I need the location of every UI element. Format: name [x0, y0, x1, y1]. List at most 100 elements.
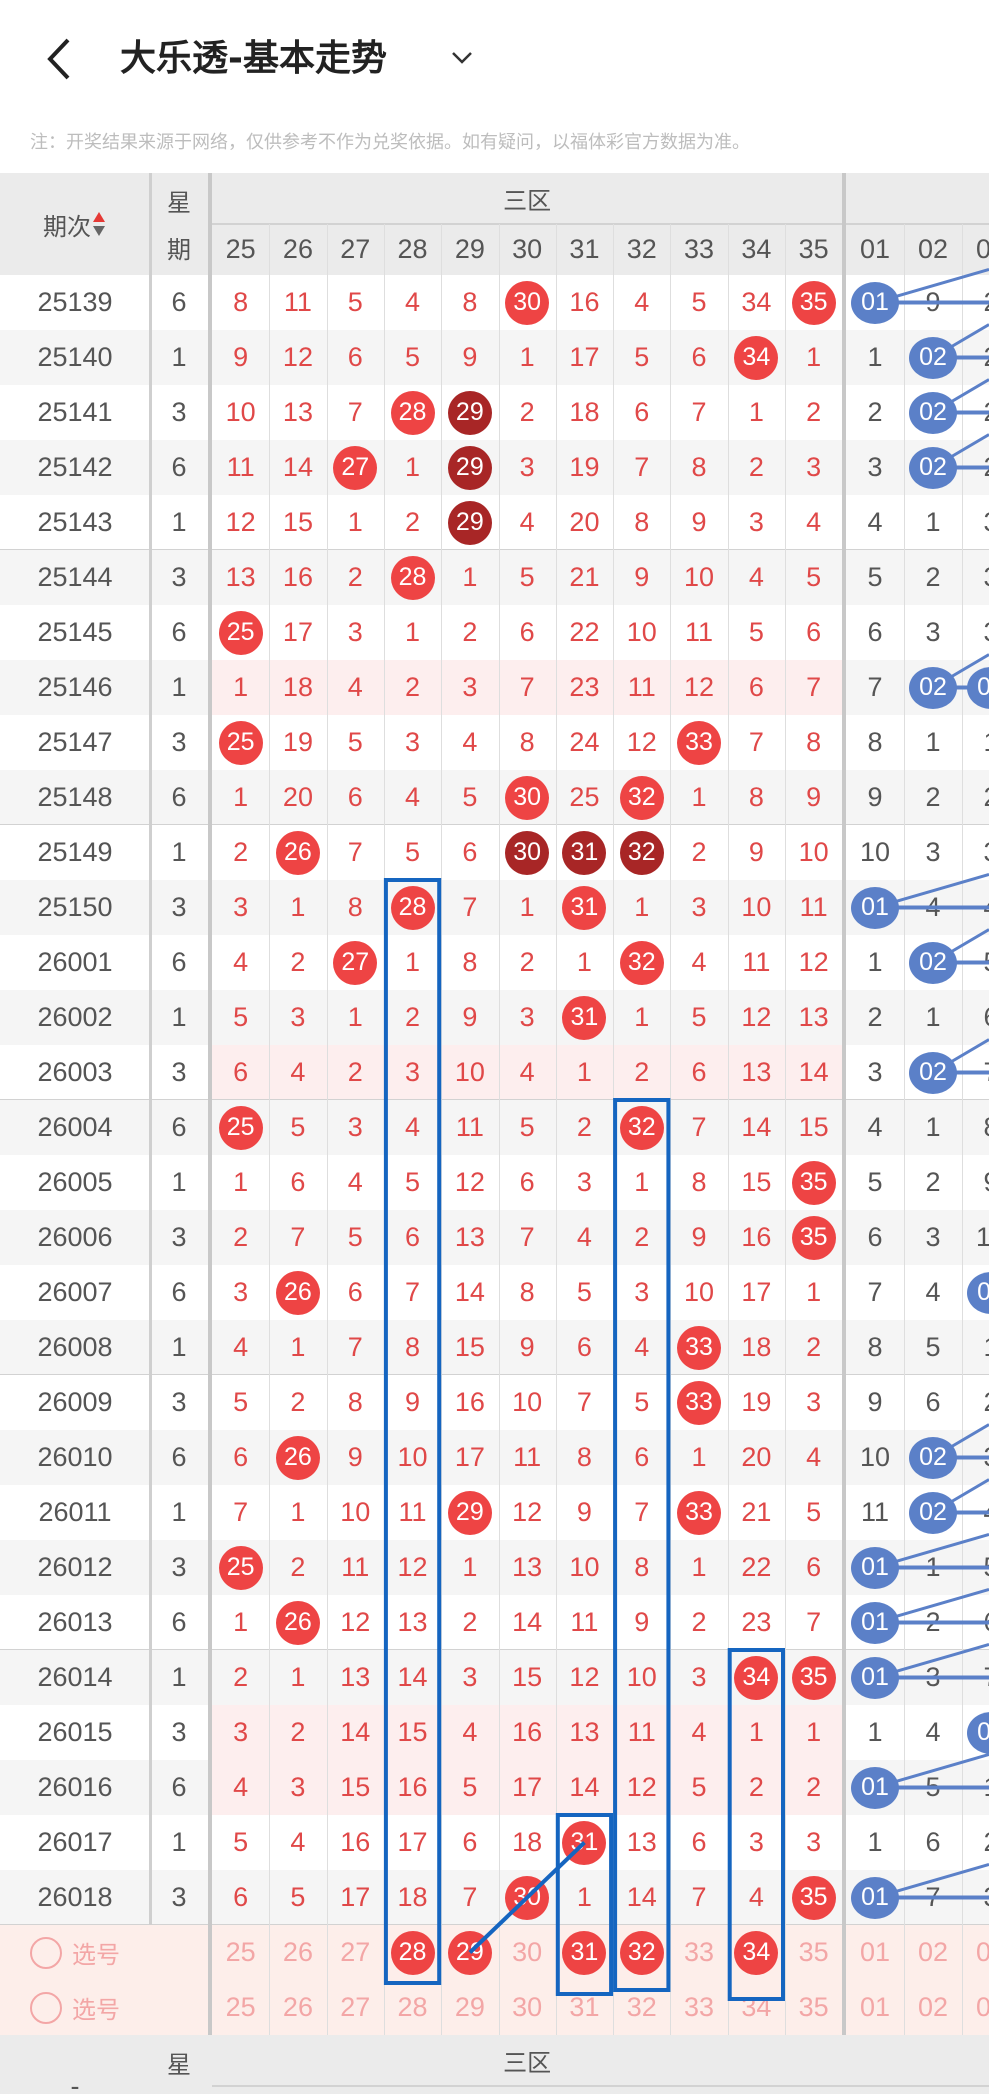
miss-count: 5: [462, 782, 478, 812]
miss-count: 12: [340, 1607, 371, 1637]
period-cell: 26018: [37, 1882, 113, 1912]
select-number-cell[interactable]: 30: [499, 1980, 556, 2035]
select-number-cell[interactable]: 35: [785, 1925, 842, 1980]
select-number-cell[interactable]: 25: [212, 1980, 269, 2035]
select-number-cell[interactable]: 30: [499, 1925, 556, 1980]
drawn-number-ball: 30: [505, 1875, 550, 1920]
blue-cell: 01: [846, 1760, 904, 1815]
select-number-cell[interactable]: 01: [846, 1980, 904, 2035]
select-number-button[interactable]: 选号: [0, 1925, 150, 1980]
select-number-cell[interactable]: 32: [613, 1925, 670, 1980]
miss-count: 13: [626, 1827, 657, 1857]
miss-count: 1: [233, 672, 249, 702]
select-number-cell[interactable]: 29: [441, 1980, 498, 2035]
back-button[interactable]: [44, 36, 84, 84]
miss-count: 3: [233, 892, 249, 922]
red-cell: 16: [384, 1760, 441, 1815]
red-cell: 1: [384, 605, 441, 660]
drawn-number-ball: 35: [791, 1160, 836, 1205]
select-number-cell[interactable]: 28: [384, 1980, 441, 2035]
select-number-cell[interactable]: 31: [556, 1925, 613, 1980]
select-number-cell[interactable]: 34: [728, 1980, 785, 2035]
select-number-cell[interactable]: 02: [904, 1925, 962, 1980]
red-cell: 14: [785, 1045, 842, 1100]
select-number-cell[interactable]: 28: [384, 1925, 441, 1980]
miss-count: 4: [233, 1772, 249, 1802]
red-cell: 8: [785, 715, 842, 770]
miss-count: 3: [983, 1442, 989, 1473]
miss-count: 4: [405, 1112, 421, 1142]
select-number-button[interactable]: 选号: [0, 1980, 150, 2035]
miss-count: 11: [799, 892, 828, 922]
miss-count: 2: [983, 287, 989, 318]
select-number-cell[interactable]: 29: [441, 1925, 498, 1980]
red-cell: 13: [269, 385, 326, 440]
select-number-cell[interactable]: 03: [962, 1925, 989, 1980]
column-divider: [962, 224, 963, 2086]
select-number-cell[interactable]: 03: [962, 1980, 989, 2035]
miss-count: 6: [347, 342, 363, 372]
red-cell: 14: [441, 1265, 498, 1320]
blue-cell: 03: [962, 1265, 989, 1320]
red-cell: 5: [728, 605, 785, 660]
miss-count: 3: [519, 1002, 535, 1032]
red-cell: 30: [499, 825, 556, 880]
select-number-cell[interactable]: 33: [670, 1925, 727, 1980]
red-cell: 2: [384, 495, 441, 550]
miss-count: 13: [397, 1607, 428, 1637]
red-cell: 5: [212, 1375, 269, 1430]
red-cell: 8: [613, 1540, 670, 1595]
red-cell: 13: [441, 1210, 498, 1265]
blue-cell: 7: [962, 1045, 989, 1100]
drawn-number-ball: 35: [791, 280, 836, 325]
sort-period-header[interactable]: 期次: [0, 173, 150, 275]
miss-count: 2: [691, 837, 707, 867]
red-cell: 2: [728, 1760, 785, 1815]
blue-cell: 5: [904, 1760, 962, 1815]
week-cell: 3: [171, 1387, 187, 1417]
select-number-cell[interactable]: 34: [728, 1925, 785, 1980]
select-number-cell[interactable]: 27: [327, 1980, 384, 2035]
miss-count: 5: [691, 1772, 707, 1802]
red-cell: 6: [670, 330, 727, 385]
miss-count: 9: [405, 1387, 421, 1417]
title-dropdown[interactable]: [450, 44, 474, 74]
red-cell: 3: [212, 1705, 269, 1760]
miss-count: 1: [983, 1772, 989, 1803]
blue-cell: 10: [962, 1210, 989, 1265]
select-number-cell[interactable]: 25: [212, 1925, 269, 1980]
red-cell: 7: [499, 1210, 556, 1265]
select-number-cell[interactable]: 33: [670, 1980, 727, 2035]
miss-count: 7: [691, 1882, 707, 1912]
red-cell: 21: [556, 550, 613, 605]
blue-cell: 2: [904, 770, 962, 825]
week-cell: 3: [171, 1552, 187, 1582]
select-number-cell[interactable]: 35: [785, 1980, 842, 2035]
red-cell: 14: [613, 1870, 670, 1925]
selectable-number: 29: [454, 1992, 485, 2022]
select-number-cell[interactable]: 26: [269, 1980, 326, 2035]
page-title[interactable]: 大乐透-基本走势: [120, 38, 387, 79]
select-number-cell[interactable]: 31: [556, 1980, 613, 2035]
miss-count: 8: [867, 727, 883, 757]
miss-count: 1: [806, 1717, 822, 1747]
red-cell: 2: [327, 550, 384, 605]
select-number-cell[interactable]: 27: [327, 1925, 384, 1980]
red-cell: 2: [728, 440, 785, 495]
column-header-31: 31: [569, 234, 600, 264]
selectable-number: 34: [741, 1992, 772, 2022]
red-cell: 7: [441, 1870, 498, 1925]
red-cell: 5: [269, 1100, 326, 1155]
period-cell: 25146: [37, 672, 113, 702]
miss-count: 11: [860, 1497, 890, 1527]
select-number-cell[interactable]: 26: [269, 1925, 326, 1980]
select-number-cell[interactable]: 01: [846, 1925, 904, 1980]
blue-cell: 4: [962, 880, 989, 935]
miss-count: 3: [347, 617, 363, 647]
blue-drawn-ball: 02: [909, 1491, 957, 1534]
select-number-cell[interactable]: 02: [904, 1980, 962, 2035]
select-number-cell[interactable]: 32: [613, 1980, 670, 2035]
miss-count: 10: [859, 837, 891, 867]
red-cell: 3: [556, 1155, 613, 1210]
